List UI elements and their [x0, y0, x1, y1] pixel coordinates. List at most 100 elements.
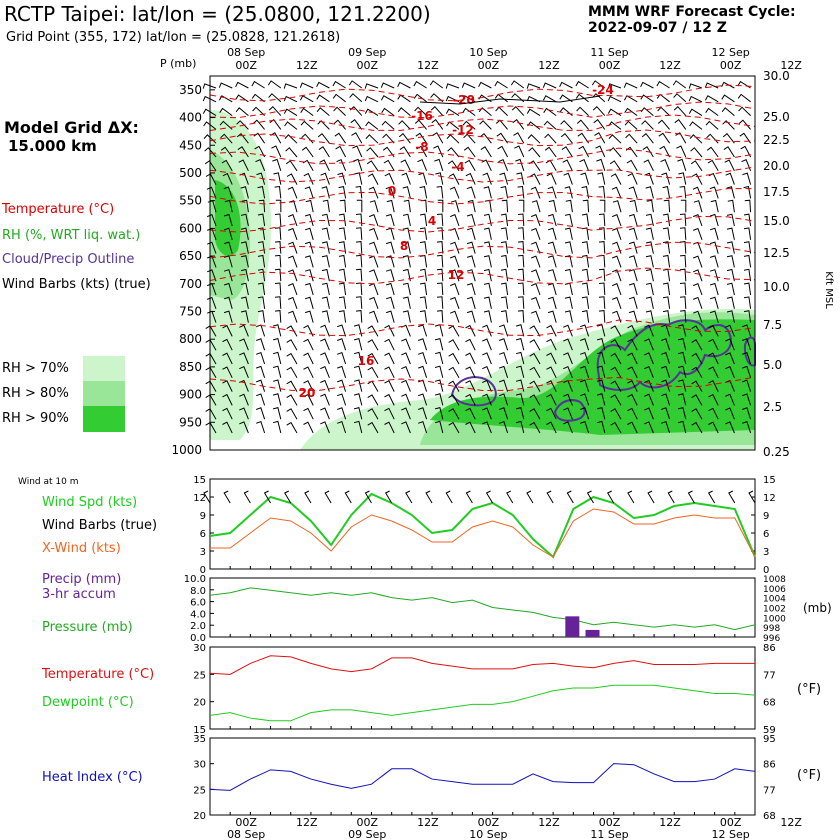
wind-barb	[726, 310, 735, 323]
wind-barb	[709, 255, 719, 268]
wind-barb	[628, 269, 638, 282]
wind-barb	[482, 407, 492, 420]
wind-barb	[321, 186, 330, 199]
wind-barb	[304, 213, 314, 227]
wind-barb	[465, 172, 476, 185]
wind-barb	[642, 146, 654, 158]
bottom-day-label: 11 Sep	[590, 828, 628, 840]
wind-barb	[450, 296, 460, 309]
wind-barb	[529, 408, 541, 420]
height-tick-label: 0.25	[763, 445, 790, 459]
wind-barb	[612, 296, 622, 309]
wind-barb	[436, 185, 444, 199]
wind-barb	[610, 352, 622, 365]
temperature-contour-label: 20	[299, 386, 316, 400]
wind-barb	[288, 214, 298, 227]
wind-barb	[679, 241, 687, 254]
wind-barb	[628, 296, 638, 309]
wind-barb	[338, 186, 347, 199]
wind-barb	[742, 393, 752, 406]
wind-barb	[511, 93, 525, 103]
wind-barb	[708, 324, 719, 337]
wind-barb	[321, 268, 330, 282]
pressure-right-tick-label: 996	[763, 634, 780, 644]
wind-barb	[337, 407, 347, 420]
wind-barb	[531, 283, 541, 296]
wind-barb	[595, 145, 606, 158]
wind-barb	[332, 93, 346, 103]
wind-barb	[661, 393, 671, 406]
top-hour-label: 00Z	[478, 59, 500, 72]
wind-barb	[725, 172, 735, 185]
wind-barb	[223, 269, 233, 282]
wind-barb	[339, 199, 347, 213]
surface-wind-barb	[748, 490, 756, 504]
wind-barb	[644, 366, 654, 378]
wind-barb	[612, 200, 622, 213]
wind-barb	[564, 227, 573, 240]
top-hour-label: 12Z	[659, 59, 681, 72]
temperature-contour-label: 0	[388, 184, 396, 198]
wind-barb	[447, 147, 460, 158]
wind-barb	[517, 213, 525, 227]
top-hour-label: 12Z	[780, 59, 802, 72]
wind-barb	[546, 324, 557, 337]
wind-barb	[463, 146, 476, 158]
wind-barb	[367, 366, 379, 379]
wind-barb	[419, 282, 428, 296]
wind-barb	[679, 254, 687, 268]
surface-wind-barb	[344, 490, 352, 504]
wind-barb	[235, 94, 249, 103]
wind-barb	[500, 186, 509, 199]
wind-barb	[529, 325, 541, 337]
wind-barb	[351, 132, 363, 144]
bottom-day-label: 10 Sep	[469, 828, 507, 840]
top-hour-label: 00Z	[599, 59, 621, 72]
wind-barb	[401, 338, 411, 351]
wind-barb	[419, 268, 428, 282]
wind-barb	[741, 159, 752, 171]
wind-barb	[645, 186, 654, 199]
precip-bar	[585, 629, 600, 637]
pressure-tick-label: 800	[179, 332, 202, 346]
wind-barb	[286, 380, 298, 392]
rh70-swatch	[83, 356, 125, 382]
wind-barb	[367, 408, 379, 420]
wind-barb	[252, 119, 265, 130]
wind-barb	[380, 95, 395, 103]
wind-barb	[726, 268, 735, 282]
wind-barb	[274, 185, 282, 199]
wind-barb	[546, 421, 557, 434]
wind-barb	[398, 132, 411, 144]
wind-barb	[483, 227, 492, 240]
wind-barb	[598, 185, 606, 199]
bottom-hour-label: 00Z	[235, 816, 257, 829]
wind-barb	[337, 420, 347, 434]
wind-barb	[627, 407, 638, 420]
wind-barb	[482, 366, 492, 378]
wind-barb	[322, 199, 330, 213]
wind-barb	[499, 393, 509, 406]
surface-wind-barb	[687, 490, 695, 504]
wind-right-tick-label: 3	[763, 547, 769, 558]
precip-left-tick-label: 6.0	[190, 598, 206, 609]
wind-barb	[300, 107, 314, 117]
surface-wind-barb	[324, 490, 332, 504]
wind-barb	[240, 213, 249, 227]
wind-barb	[222, 324, 233, 337]
wind-barb	[627, 393, 638, 406]
wind-barb	[283, 95, 298, 103]
wind-barb	[207, 269, 217, 282]
wind-barb	[272, 420, 282, 434]
temperature-contour-label: 12	[448, 268, 465, 282]
wind-barb	[484, 199, 492, 213]
wind-barb	[384, 393, 395, 406]
wind-barb	[673, 93, 687, 103]
wind-barb	[517, 282, 525, 296]
wind-barb	[304, 282, 314, 296]
wind-barb	[414, 119, 427, 130]
wind-barb	[222, 366, 233, 379]
wind-barb	[338, 282, 347, 296]
wind-right-tick-label: 15	[763, 475, 776, 486]
bottom-hour-label: 12Z	[780, 816, 802, 829]
